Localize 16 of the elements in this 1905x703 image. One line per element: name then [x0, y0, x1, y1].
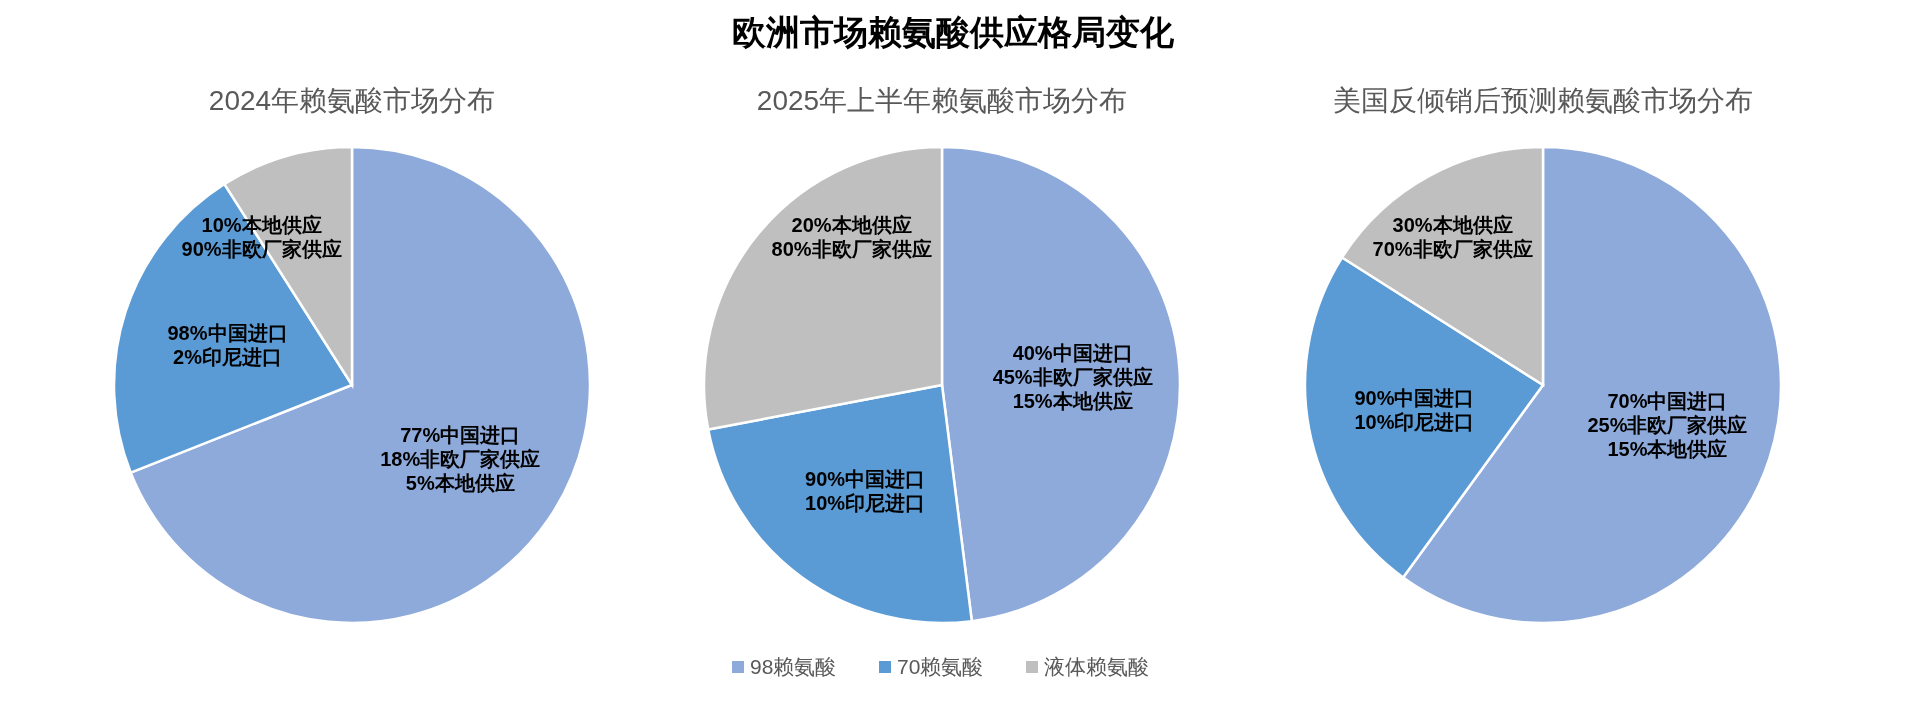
chart-title: 美国反倾销后预测赖氨酸市场分布 — [1333, 84, 1753, 116]
legend-label: 70赖氨酸 — [897, 655, 984, 679]
text: 77%中国进口 18%非欧厂家供应 5%本地供应 — [380, 423, 541, 494]
text: 90%中国进口 10%印尼进口 — [805, 467, 926, 514]
legend-label: 液体赖氨酸 — [1044, 655, 1149, 679]
legend-label: 98赖氨酸 — [750, 655, 837, 679]
text: 欧洲市场赖氨酸供应格局变化 — [731, 12, 1175, 51]
text: 30%本地供应 70%非欧厂家供应 — [1372, 214, 1533, 261]
text: 40%中国进口 45%非欧厂家供应 15%本地供应 — [992, 341, 1153, 412]
text: 98%中国进口 2%印尼进口 — [167, 321, 288, 368]
text: 70%中国进口 25%非欧厂家供应 15%本地供应 — [1587, 390, 1748, 461]
text: 20%本地供应 80%非欧厂家供应 — [771, 214, 932, 261]
chart-title: 2024年赖氨酸市场分布 — [208, 84, 496, 116]
text: 90%中国进口 10%印尼进口 — [1354, 386, 1475, 433]
chart-title: 2025年上半年赖氨酸市场分布 — [756, 84, 1128, 116]
text: 10%本地供应 90%非欧厂家供应 — [181, 214, 342, 261]
